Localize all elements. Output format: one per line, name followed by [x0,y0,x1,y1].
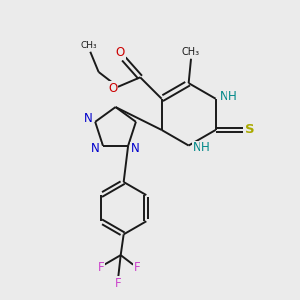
Text: S: S [245,123,254,136]
Text: O: O [116,46,125,59]
Text: F: F [115,277,122,290]
Text: H: H [228,90,236,103]
Text: O: O [108,82,117,94]
Text: N: N [193,141,201,154]
Text: N: N [83,112,92,125]
Text: F: F [134,260,140,274]
Text: F: F [98,260,104,274]
Text: CH₃: CH₃ [182,47,200,57]
Text: N: N [220,90,228,103]
Text: N: N [91,142,100,155]
Text: H: H [201,141,209,154]
Text: CH₃: CH₃ [80,41,97,50]
Text: N: N [131,142,140,155]
